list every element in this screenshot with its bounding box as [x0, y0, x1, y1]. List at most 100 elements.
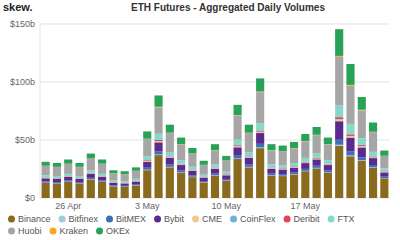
bar-segment — [42, 182, 50, 183]
legend-swatch — [8, 216, 15, 223]
bar-segment — [301, 169, 309, 171]
bar-segment — [245, 157, 253, 159]
bar-segment — [346, 86, 354, 124]
bar-segment — [121, 183, 129, 185]
bar-segment — [369, 158, 377, 165]
bar-segment — [256, 144, 264, 148]
bar-segment — [64, 159, 72, 163]
bar-segment — [87, 179, 95, 180]
y-tick-label: $0 — [25, 193, 35, 203]
bar-segment — [64, 177, 72, 180]
legend-label: Binance — [18, 214, 51, 224]
bar-segment — [109, 173, 117, 180]
bar-segment — [64, 182, 72, 198]
bar-segment — [53, 183, 61, 198]
x-tick-label: 26 Apr — [55, 201, 81, 211]
bar-segment — [64, 180, 72, 181]
bar-segment — [75, 178, 83, 179]
bar-segment — [380, 168, 388, 171]
legend-label: FTX — [338, 214, 355, 224]
bar-segment — [324, 138, 332, 145]
bar-segment — [53, 163, 61, 167]
bar-segment — [324, 173, 332, 198]
bar-segment — [98, 174, 106, 176]
bar-segment — [222, 174, 230, 175]
legend-swatch — [284, 216, 291, 223]
bar-segment — [245, 157, 253, 158]
bar-segment — [166, 167, 174, 198]
bar-segment — [222, 175, 230, 179]
bar-segment — [346, 136, 354, 137]
bar-segment — [369, 157, 377, 158]
x-tick-label: 10 May — [212, 201, 242, 211]
bar-segment — [75, 183, 83, 198]
legend-swatch — [8, 228, 15, 235]
bar-segment — [200, 177, 208, 178]
bar-segment — [279, 174, 287, 176]
bar-segment — [346, 64, 354, 85]
bar-segment — [290, 173, 298, 175]
bar-segment — [279, 176, 287, 198]
bar-segment — [87, 154, 95, 159]
bar-segment — [380, 178, 388, 198]
bar-segment — [245, 167, 253, 198]
bar-segment — [358, 145, 366, 146]
bar-segment — [256, 148, 264, 198]
bar-segment — [234, 140, 242, 146]
bar-segment — [200, 175, 208, 177]
bar-segment — [369, 132, 377, 152]
bar-segment — [211, 174, 219, 176]
bar-segment — [177, 138, 185, 145]
bar-segment — [256, 78, 264, 91]
bar-segment — [87, 173, 95, 174]
bar-segment — [154, 155, 162, 198]
y-tick-label: $150b — [10, 19, 35, 29]
bar-segment — [200, 181, 208, 182]
bar-segment — [75, 179, 83, 182]
bar-segment — [132, 182, 140, 185]
bar-segment — [324, 165, 332, 170]
bar-segment — [211, 164, 219, 167]
bar-segment — [143, 131, 151, 138]
bar-segment — [166, 165, 174, 167]
bar-segment — [358, 138, 366, 145]
bar-segment — [166, 157, 174, 158]
bar-segment — [154, 107, 162, 134]
legend-swatch — [50, 228, 57, 235]
bar-segment — [267, 164, 275, 167]
bar-segment — [313, 158, 321, 159]
bar-segment — [98, 181, 106, 182]
legend-label: CoinFlex — [240, 214, 276, 224]
bar-segment — [121, 174, 129, 181]
bar-segment — [335, 106, 343, 118]
bar-segment — [53, 176, 61, 178]
bar-segment — [380, 151, 388, 156]
legend-item: FTX — [328, 214, 355, 224]
bar-segment — [166, 158, 174, 165]
bar-segment — [177, 145, 185, 161]
legend-swatch — [230, 216, 237, 223]
bar-segment — [267, 176, 275, 198]
bar-segment — [188, 170, 196, 171]
bar-segment — [109, 182, 117, 183]
bar-segment — [369, 122, 377, 131]
bar-segment — [154, 141, 162, 142]
bar-segment — [290, 148, 298, 163]
bar-segment — [75, 178, 83, 179]
bar-segment — [267, 150, 275, 164]
bar-segment — [75, 183, 83, 184]
bar-segment — [301, 158, 309, 162]
bar-segment — [75, 176, 83, 178]
bar-segment — [109, 170, 117, 173]
bar-segment — [42, 177, 50, 178]
bar-segment — [279, 146, 287, 152]
bar-segment — [301, 141, 309, 158]
bar-segment — [369, 157, 377, 159]
bar-segment — [132, 181, 140, 182]
bar-segment — [177, 160, 185, 164]
bar-segment — [234, 105, 242, 115]
bar-segment — [279, 169, 287, 174]
bar-segment — [380, 171, 388, 172]
bar-segment — [188, 175, 196, 177]
bar-segment — [245, 125, 253, 133]
